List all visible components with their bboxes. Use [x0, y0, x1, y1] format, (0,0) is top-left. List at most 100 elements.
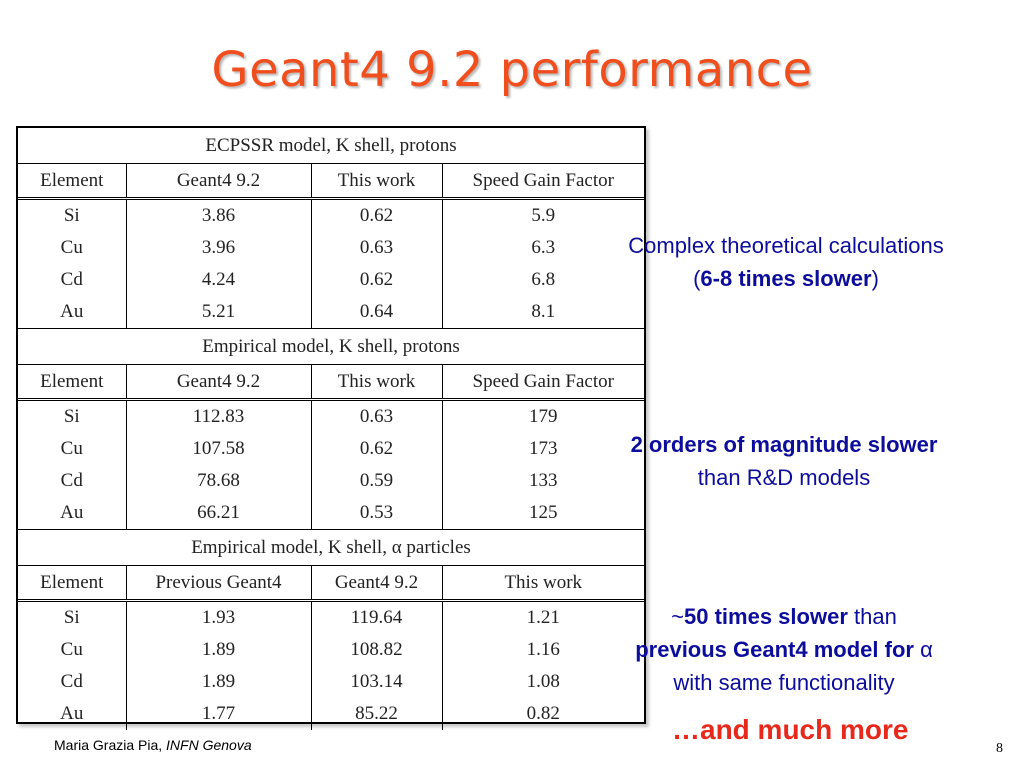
- table-cell: 173: [441, 433, 644, 465]
- table-row: Cd 1.89 103.14 1.08: [18, 666, 644, 698]
- column-header: This work: [310, 163, 443, 200]
- table-row: Cu 107.58 0.62 173: [18, 433, 644, 465]
- table-cell: 66.21: [125, 497, 312, 530]
- table-cell: 5.21: [125, 296, 312, 329]
- table-cell: Cu: [18, 433, 127, 465]
- table-cell: 6.8: [441, 264, 644, 296]
- column-header: Element: [18, 163, 127, 200]
- column-header: Geant4 9.2: [125, 364, 312, 401]
- table-cell: 4.24: [125, 264, 312, 296]
- footer-affiliation: INFN Genova: [166, 737, 252, 753]
- table-cell: 0.63: [310, 232, 443, 264]
- table-cell: 1.89: [125, 666, 312, 698]
- table-cell: 1.16: [441, 634, 644, 666]
- table-cell: 3.86: [125, 198, 312, 232]
- note-empirical-bold: 2 orders of magnitude slower: [630, 432, 938, 457]
- table-cell: 0.64: [310, 296, 443, 329]
- table-cell: Au: [18, 497, 127, 530]
- table-cell: 85.22: [310, 698, 443, 730]
- table-row: Si 112.83 0.63 179: [18, 399, 644, 433]
- table-cell: 6.3: [441, 232, 644, 264]
- table-cell: 1.89: [125, 634, 312, 666]
- column-header: Geant4 9.2: [310, 565, 443, 602]
- table-row: Au 66.21 0.53 125: [18, 497, 644, 530]
- note-empirical: 2 orders of magnitude slower than R&D mo…: [576, 428, 992, 494]
- column-header: Speed Gain Factor: [441, 163, 644, 200]
- table-row: Cu 3.96 0.63 6.3: [18, 232, 644, 264]
- table-cell: 133: [441, 465, 644, 497]
- table-header-row: Element Geant4 9.2 This work Speed Gain Fac…: [18, 364, 644, 401]
- table-cell: Cd: [18, 666, 127, 698]
- table-row: Si 3.86 0.62 5.9: [18, 198, 644, 232]
- table-cell: 0.62: [310, 198, 443, 232]
- table-row: Cu 1.89 108.82 1.16: [18, 634, 644, 666]
- column-header: Previous Geant4: [125, 565, 312, 602]
- performance-table: ECPSSR model, K shell, protons Element Gea…: [16, 126, 646, 730]
- table-cell: Cu: [18, 232, 127, 264]
- table-row: Au 1.77 85.22 0.82: [18, 698, 644, 730]
- table-cell: 0.63: [310, 399, 443, 433]
- table-caption: ECPSSR model, K shell, protons: [18, 128, 644, 164]
- table-cell: 103.14: [310, 666, 443, 698]
- note-alpha-bold2: previous Geant4 model for: [635, 637, 921, 662]
- table-cell: 1.21: [441, 600, 644, 634]
- table-cell: 1.77: [125, 698, 312, 730]
- footer-author: Maria Grazia Pia,: [54, 737, 167, 753]
- table-cell: Au: [18, 698, 127, 730]
- table-cell: 112.83: [125, 399, 312, 433]
- table-header-row: Element Geant4 9.2 This work Speed Gain Fac…: [18, 163, 644, 200]
- table-cell: 0.53: [310, 497, 443, 530]
- table-header-row: Element Previous Geant4 Geant4 9.2 This wor…: [18, 565, 644, 602]
- table-cell: 119.64: [310, 600, 443, 634]
- table-cell: 108.82: [310, 634, 443, 666]
- note-ecpssr-paren-close: ): [871, 266, 879, 291]
- note-alpha-line3: with same functionality: [673, 670, 895, 695]
- page-number: 8: [996, 741, 1003, 756]
- table-cell: 0.82: [441, 698, 644, 730]
- note-alpha-tilde: ~: [671, 604, 685, 629]
- table-cell: 78.68: [125, 465, 312, 497]
- column-header: Speed Gain Factor: [441, 364, 644, 401]
- column-header: This work: [310, 364, 443, 401]
- table-cell: 1.93: [125, 600, 312, 634]
- table-cell: 0.59: [310, 465, 443, 497]
- column-header: Geant4 9.2: [125, 163, 312, 200]
- table-cell: Si: [18, 198, 127, 232]
- table-row: Cd 78.68 0.59 133: [18, 465, 644, 497]
- table-cell: 125: [441, 497, 644, 530]
- table-cell: Cd: [18, 264, 127, 296]
- note-alpha-bold1: 50 times slower: [684, 604, 848, 629]
- table-cell: 3.96: [125, 232, 312, 264]
- table-cell: 0.62: [310, 433, 443, 465]
- alpha-symbol: α: [920, 637, 933, 662]
- note-ecpssr-paren-open: (: [693, 266, 701, 291]
- table-row: Au 5.21 0.64 8.1: [18, 296, 644, 329]
- table-cell: 8.1: [441, 296, 644, 329]
- table-cell: Au: [18, 296, 127, 329]
- table-row: Cd 4.24 0.62 6.8: [18, 264, 644, 296]
- column-header: This work: [441, 565, 644, 602]
- table-cell: Cd: [18, 465, 127, 497]
- table-cell: 5.9: [441, 198, 644, 232]
- table-cell: 1.08: [441, 666, 644, 698]
- table-caption: Empirical model, K shell, protons: [18, 328, 644, 365]
- and-much-more: …and much more: [672, 714, 909, 745]
- note-ecpssr: Complex theoretical calculations (6-8 ti…: [578, 229, 994, 295]
- table-cell: Si: [18, 399, 127, 433]
- table-cell: Si: [18, 600, 127, 634]
- table-cell: 0.62: [310, 264, 443, 296]
- table-cell: 107.58: [125, 433, 312, 465]
- table-cell: Cu: [18, 634, 127, 666]
- slide-title: Geant4 9.2 performance: [211, 42, 813, 98]
- table-row: Si 1.93 119.64 1.21: [18, 600, 644, 634]
- table-caption: Empirical model, K shell, α particles: [18, 529, 644, 566]
- note-alpha-rest1: than: [847, 604, 897, 629]
- column-header: Element: [18, 565, 127, 602]
- note-alpha: ~50 times slower than previous Geant4 mo…: [576, 600, 992, 699]
- table-cell: 179: [441, 399, 644, 433]
- footer-credit: Maria Grazia Pia, INFN Genova: [54, 737, 252, 753]
- note-empirical-line2: than R&D models: [697, 465, 871, 490]
- note-ecpssr-bold: 6-8 times slower: [700, 266, 872, 291]
- note-ecpssr-line1: Complex theoretical calculations: [628, 233, 944, 258]
- column-header: Element: [18, 364, 127, 401]
